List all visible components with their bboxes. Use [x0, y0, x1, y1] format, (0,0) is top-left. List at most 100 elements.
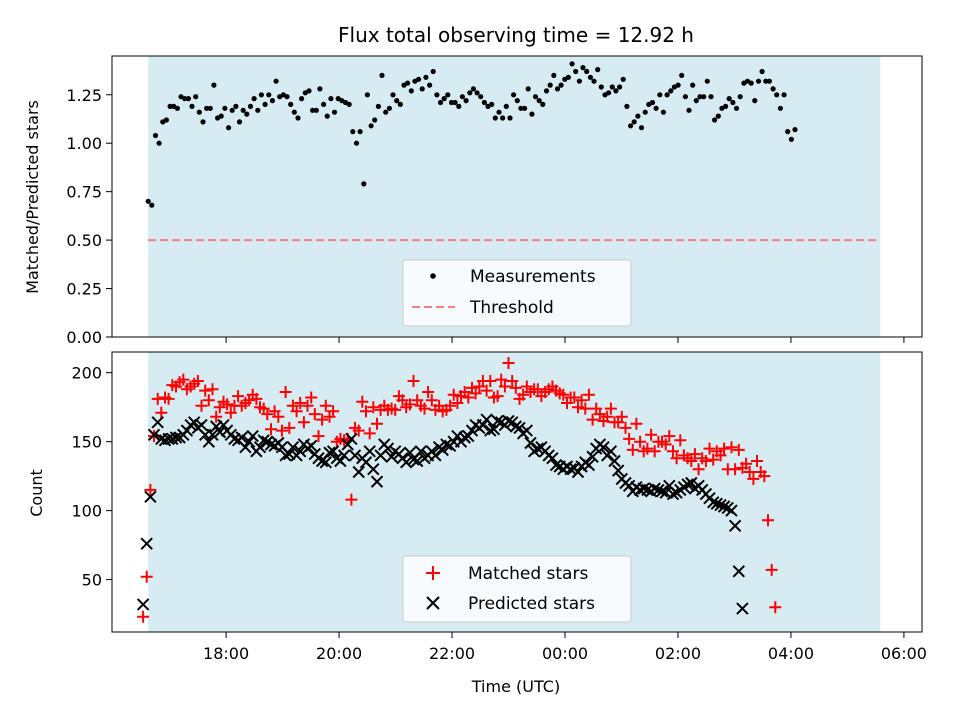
- predicted-star-point: [293, 445, 307, 458]
- predicted-star-point: [502, 414, 515, 428]
- predicted-legend-label: Predicted stars: [468, 594, 595, 614]
- matched-star-point: [140, 570, 153, 583]
- measurement-point: [416, 76, 422, 82]
- matched-star-point: [312, 430, 325, 443]
- measurement-point: [236, 119, 243, 125]
- measurement-point: [423, 74, 429, 80]
- measurement-point: [152, 132, 159, 139]
- predicted-legend-marker: [426, 596, 440, 610]
- measurement-point: [182, 96, 188, 102]
- predicted-star-point: [524, 436, 537, 450]
- top-y-tick-label: 0.00: [66, 328, 102, 347]
- measurement-point: [189, 103, 195, 109]
- measurement-point: [430, 68, 436, 75]
- measurement-point: [697, 94, 703, 100]
- predicted-star-point: [728, 519, 742, 533]
- measurement-point: [489, 101, 495, 107]
- matched-star-point: [327, 405, 340, 418]
- matched-star-point: [645, 428, 658, 441]
- x-tick-label: 02:00: [655, 644, 701, 663]
- matched-star-point: [162, 392, 175, 405]
- measurement-point: [584, 68, 590, 75]
- top-y-tick-label: 1.00: [66, 134, 102, 153]
- measurement-point: [514, 98, 520, 104]
- predicted-star-point: [604, 445, 618, 458]
- measurement-point: [441, 96, 447, 102]
- top-frame: [111, 55, 923, 338]
- predicted-star-point: [136, 598, 150, 611]
- matched-star-point: [502, 357, 515, 369]
- measurement-point: [397, 101, 403, 107]
- measurement-point: [331, 109, 338, 115]
- measurement-point: [284, 94, 290, 100]
- measurement-point: [408, 88, 414, 94]
- matched-star-point: [593, 408, 606, 421]
- matched-star-point: [531, 383, 544, 396]
- measurement-point: [733, 105, 740, 111]
- predicted-star-point: [564, 462, 577, 476]
- measurement-point: [580, 65, 586, 71]
- x-tick-label: 20:00: [316, 644, 362, 663]
- matched-star-point: [407, 375, 420, 387]
- matched-star-point: [509, 381, 522, 394]
- measurement-point: [324, 113, 330, 119]
- measurements-legend-marker: [430, 273, 436, 279]
- bottom-y-tick-label: 200: [71, 364, 102, 383]
- predicted-star-point: [648, 482, 661, 495]
- measurement-point: [595, 67, 601, 73]
- measurement-point: [145, 198, 151, 204]
- matched-stars-series: [137, 357, 782, 623]
- matched-star-point: [758, 470, 771, 483]
- measurement-point: [427, 82, 433, 88]
- predicted-star-point: [169, 431, 183, 444]
- predicted-star-point: [491, 414, 504, 428]
- predicted-star-point: [399, 456, 413, 469]
- predicted-star-point: [363, 445, 376, 458]
- measurement-point: [620, 76, 626, 82]
- measurement-point: [525, 86, 531, 92]
- bottom-legend: Matched stars Predicted stars: [402, 555, 632, 623]
- measurement-point: [704, 78, 710, 84]
- predicted-star-point: [348, 449, 362, 462]
- predicted-star-point: [140, 537, 153, 550]
- measurement-point: [507, 115, 513, 121]
- predicted-star-point: [484, 424, 497, 437]
- measurement-point: [317, 86, 323, 92]
- matched-star-point: [725, 441, 738, 454]
- measurement-point: [668, 88, 674, 94]
- measurement-point: [781, 92, 787, 98]
- top-legend: Measurements Threshold: [402, 259, 632, 327]
- measurement-point: [573, 68, 579, 75]
- predicted-star-point: [257, 434, 270, 447]
- predicted-star-point: [531, 442, 545, 455]
- matched-star-point: [491, 390, 504, 403]
- measurement-point: [434, 92, 440, 98]
- matched-star-point: [451, 397, 464, 409]
- predicted-star-point: [370, 475, 384, 488]
- matched-star-point: [191, 375, 204, 387]
- matched-star-point: [418, 402, 431, 415]
- predicted-star-point: [341, 438, 354, 451]
- measurement-point: [470, 86, 476, 92]
- measurement-point: [226, 125, 232, 131]
- matched-star-point: [557, 388, 570, 401]
- measurement-point: [266, 92, 272, 98]
- matched-star-point: [688, 448, 701, 461]
- predicted-star-point: [520, 424, 534, 437]
- predicted-star-point: [414, 445, 428, 458]
- measurement-point: [598, 84, 604, 90]
- measurement-point: [609, 84, 615, 90]
- matched-star-point: [275, 424, 288, 437]
- matched-star-point: [619, 421, 632, 434]
- top-y-axis-label: Matched/Predicted stars: [23, 100, 42, 294]
- measurement-point: [474, 90, 480, 96]
- matched-star-point: [363, 427, 376, 440]
- measurement-point: [708, 94, 714, 100]
- measurement-point: [156, 140, 162, 146]
- measurement-point: [547, 82, 553, 88]
- matched-star-point: [769, 601, 782, 614]
- predicted-star-point: [465, 424, 479, 437]
- measurement-point: [664, 92, 670, 98]
- matched-star-point: [568, 391, 581, 404]
- measurement-point: [390, 92, 396, 98]
